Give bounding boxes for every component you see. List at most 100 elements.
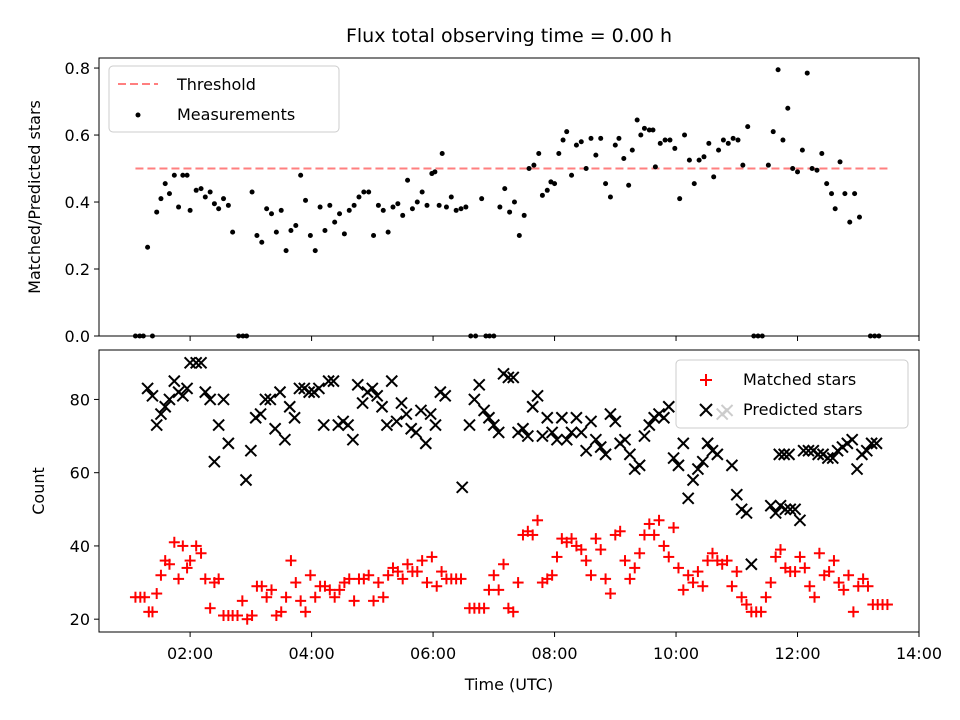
predicted-star-point — [293, 382, 306, 395]
measurement-point — [583, 166, 589, 172]
measurement-point — [171, 172, 177, 178]
matched-star-point — [155, 569, 167, 581]
matched-star-point — [799, 562, 811, 574]
predicted-star-point — [643, 418, 656, 432]
measurement-point — [479, 196, 485, 202]
matched-star-point — [687, 577, 699, 589]
x-tick-label: 14:00 — [896, 644, 942, 663]
x-tick-label: 02:00 — [167, 644, 213, 663]
predicted-star-point — [302, 385, 316, 399]
measurement-point — [507, 209, 513, 215]
predicted-star-point — [745, 558, 758, 571]
measurement-point — [395, 201, 401, 207]
measurement-point — [202, 194, 208, 200]
measurement-point — [327, 202, 333, 208]
predicted-star-point — [273, 385, 287, 399]
measurement-point — [790, 166, 796, 172]
predicted-star-point — [860, 444, 873, 457]
matched-star-point — [604, 588, 616, 600]
matched-star-point — [146, 606, 158, 618]
matched-star-point — [532, 514, 544, 526]
predicted-star-point — [217, 393, 230, 406]
predicted-star-point — [686, 473, 700, 487]
measurement-point — [312, 248, 318, 254]
top-legend-box — [108, 65, 340, 133]
bottom-panel: 20 40 60 80 02:00 04:00 06:00 08:00 10:00 12:00 1… — [29, 349, 942, 694]
measurements-legend-label: Measurements — [177, 105, 295, 124]
measurement-point — [176, 204, 182, 210]
measurement-point — [269, 211, 275, 217]
measurement-point — [686, 157, 692, 163]
measurement-point — [473, 333, 479, 339]
matched-star-point — [551, 551, 563, 563]
matched-star-point — [266, 584, 278, 596]
matched-star-point — [190, 540, 202, 552]
measurement-point — [716, 147, 722, 153]
matched-star-point — [619, 555, 631, 567]
matched-star-point — [431, 580, 443, 592]
measurement-point — [158, 196, 164, 202]
matched-star-point — [653, 514, 665, 526]
measurement-point — [872, 333, 878, 339]
measurement-point — [221, 196, 227, 202]
predicted-star-point — [541, 411, 554, 424]
matched-star-point — [507, 606, 519, 618]
predicted-star-point — [850, 462, 864, 476]
measurement-point — [667, 137, 673, 143]
predicted-star-point — [797, 444, 810, 457]
predicted-star-point — [638, 429, 651, 443]
bottom-x-ticks: 02:00 04:00 06:00 08:00 10:00 12:00 14:00 — [167, 632, 942, 663]
predicted-star-point — [473, 378, 486, 391]
matched-star-point — [231, 610, 243, 622]
matched-star-point — [804, 580, 816, 592]
measurement-point — [351, 202, 357, 208]
measurement-point — [829, 191, 835, 197]
measurement-point — [278, 207, 284, 213]
threshold-legend-label: Threshold — [176, 75, 256, 94]
matched-star-point — [151, 588, 163, 600]
matched-star-point — [421, 577, 433, 589]
bottom-y-ticks: 20 40 60 80 — [70, 390, 99, 629]
measurement-point — [137, 333, 143, 339]
measurement-point — [180, 172, 186, 178]
predicted-star-point — [579, 444, 593, 457]
measurement-point — [809, 166, 815, 172]
predicted-star-point — [516, 422, 530, 435]
measurement-point — [337, 211, 343, 217]
matched-star-point — [195, 547, 207, 559]
predicted-star-point — [662, 400, 675, 413]
measurement-point — [775, 67, 781, 73]
matched-star-point — [512, 577, 524, 589]
measurement-point — [419, 189, 425, 195]
predicted-star-point — [536, 429, 549, 443]
measurement-point — [725, 140, 731, 146]
matched-star-point — [595, 544, 607, 556]
measurement-point — [293, 222, 299, 228]
matched-star-point — [847, 606, 859, 618]
matched-star-point — [813, 547, 825, 559]
measurement-point — [657, 140, 663, 146]
measurement-point — [409, 206, 415, 212]
predicted-star-point — [826, 451, 839, 465]
measurement-point — [211, 201, 217, 207]
matched-star-point — [726, 580, 738, 592]
measurement-point — [780, 137, 786, 143]
matched-star-point — [368, 595, 380, 607]
predicted-star-point — [672, 459, 685, 472]
measurement-point — [317, 204, 323, 210]
measurement-point — [458, 206, 464, 212]
matched-star-point — [755, 606, 767, 618]
measurement-point — [560, 137, 566, 143]
measurement-point — [356, 194, 362, 200]
top-plot-frame — [98, 57, 920, 337]
measurement-point — [616, 135, 622, 141]
measurement-point — [463, 204, 469, 210]
matched-star-point — [585, 569, 597, 581]
bottom-y-tick-label: 60 — [70, 464, 90, 483]
measurement-point — [439, 150, 445, 156]
measurement-point — [814, 167, 820, 173]
bottom-y-tick-label: 20 — [70, 610, 90, 629]
predicted-star-point — [244, 444, 258, 457]
predicted-star-point — [346, 433, 360, 446]
measurement-point — [207, 189, 213, 195]
